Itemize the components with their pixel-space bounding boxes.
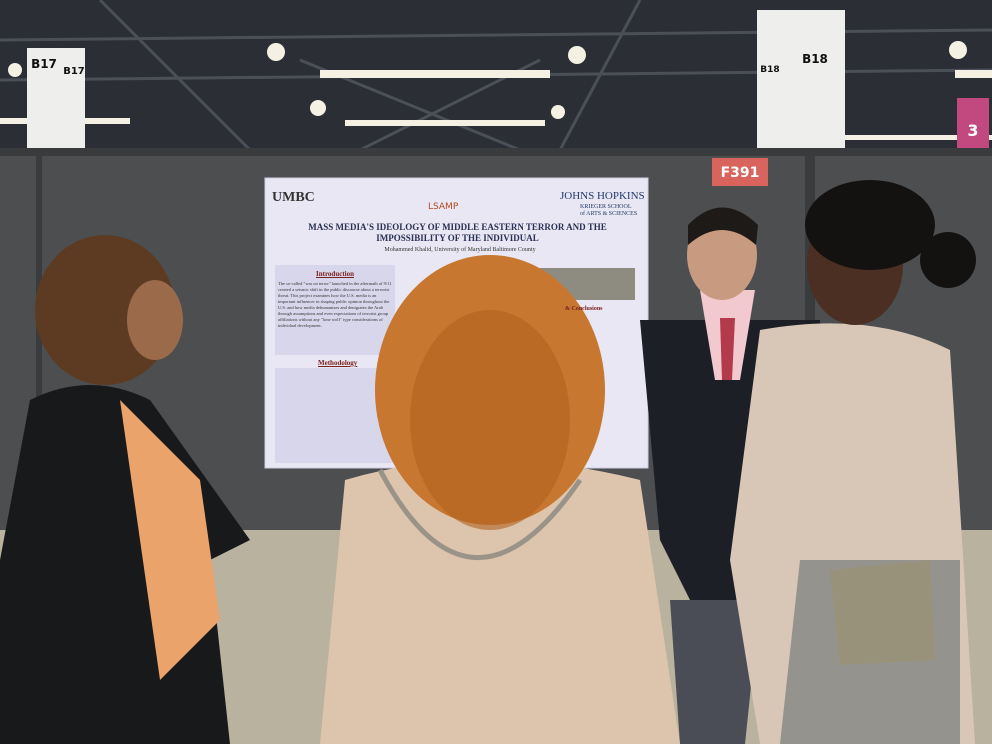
scene-shape <box>310 100 326 116</box>
logo: UMBC <box>272 190 315 205</box>
logo: JOHNS HOPKINS <box>560 190 645 202</box>
scene-shape <box>120 400 220 680</box>
booth-number: F391 <box>721 165 760 181</box>
scene-shape <box>410 310 570 530</box>
logo: KRIEGER SCHOOL <box>580 204 632 210</box>
scene-shape <box>845 135 992 140</box>
scene-shape <box>780 560 960 744</box>
scene-shape <box>320 460 680 744</box>
scene-shape <box>720 318 735 380</box>
logo: LSAMP <box>428 202 459 212</box>
scene-shape <box>949 41 967 59</box>
pillar-sign: B18 <box>802 52 828 66</box>
scene-shape <box>688 207 758 245</box>
section-text: The so-called "war on terror" launched i… <box>278 281 392 328</box>
scene-shape <box>551 105 565 119</box>
scene-shape <box>320 70 550 78</box>
scene-shape <box>345 120 545 126</box>
scene-shape <box>0 148 992 156</box>
pillar-sign: B17 <box>63 66 85 77</box>
scene-shape <box>127 280 183 360</box>
scene-shape <box>275 265 395 355</box>
scene-shape <box>8 63 22 77</box>
scene-shape <box>712 158 768 186</box>
scene-shape <box>957 98 989 148</box>
scene-shape <box>27 48 85 148</box>
section-heading: & Conclusions <box>565 306 603 312</box>
pillar-sign: B17 <box>31 57 57 71</box>
pillar-sign: B18 <box>760 65 779 75</box>
scene-shape <box>558 0 642 151</box>
poster-author: Mohammed Khalid, University of Maryland … <box>384 247 536 253</box>
scene-shape <box>568 46 586 64</box>
section-heading: Introduction <box>316 270 354 278</box>
scene-shape <box>757 10 845 150</box>
section-heading: Methodology <box>318 359 358 367</box>
scene-shape <box>920 232 976 288</box>
scene-shape <box>98 0 252 152</box>
scene-shape <box>275 368 395 463</box>
scene-shape <box>36 150 42 530</box>
scene-shape <box>267 43 285 61</box>
scene-shape <box>377 468 583 561</box>
scene-shape <box>805 180 935 270</box>
scene-shape <box>670 600 760 744</box>
poster-title: MASS MEDIA'S IDEOLOGY OF MIDDLE EASTERN … <box>308 222 607 243</box>
logo: of ARTS & SCIENCES <box>580 211 638 217</box>
scene-shape <box>955 70 992 78</box>
banner-number: 3 <box>967 121 978 140</box>
